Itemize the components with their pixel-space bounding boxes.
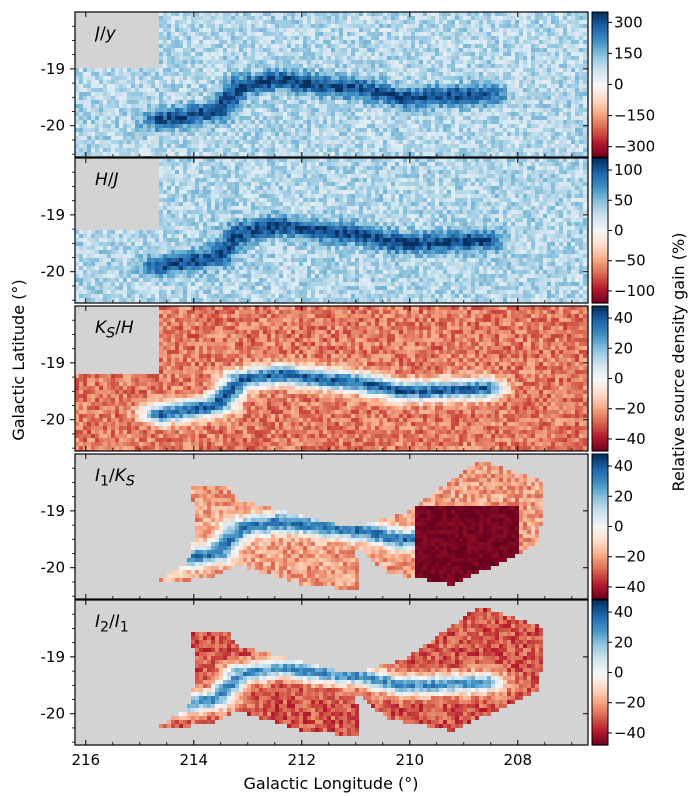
colorbar-tick-label: −150 [614, 107, 655, 125]
colorbar-tick-label: 20 [614, 339, 633, 357]
colorbar-tick-label: 20 [614, 487, 633, 505]
y-tick-label: -19 [41, 648, 66, 666]
colorbar-5: 40 20 0 −20 −40 [591, 599, 646, 746]
colorbar-4: 40 20 0 −20 −40 [591, 453, 646, 600]
y-tick-label: -19 [41, 60, 66, 78]
panel-label: J/y [95, 24, 116, 44]
y-tick-label: -19 [41, 206, 66, 224]
y-tick-label: -20 [41, 263, 66, 281]
colorbar-label: Relative source density gain (%) [669, 233, 688, 492]
colorbar-3: 40 20 0 −20 −40 [591, 305, 646, 452]
y-tick-label: -20 [41, 117, 66, 135]
panel-label: KS/H [95, 318, 134, 342]
panel-3: -19 -20 KS/H 40 20 0 −20 −40 [41, 305, 646, 452]
x-tick-label: 210 [395, 751, 424, 769]
y-tick-label: -19 [41, 354, 66, 372]
colorbar-tick-label: 0 [614, 222, 624, 240]
colorbar-2: 100 50 0 −50 −100 [591, 157, 655, 304]
colorbar-tick-label: −40 [614, 430, 646, 448]
colorbar-tick-label: −40 [614, 724, 646, 742]
colorbar-tick-label: 40 [614, 309, 633, 327]
panel-2: -19 -20 H/J 100 50 0 −50 −100 [41, 157, 655, 304]
colorbar-tick-label: 150 [614, 44, 643, 62]
colorbar-tick-label: 50 [614, 191, 633, 209]
panel-frame [74, 157, 589, 304]
panel-frame [74, 599, 589, 746]
colorbar-tick-label: 300 [614, 13, 643, 31]
x-axis-label: Galactic Longitude (°) [244, 774, 419, 793]
y-tick-label: -20 [41, 411, 66, 429]
colorbar-tick-label: −40 [614, 578, 646, 596]
panel-frame [74, 453, 589, 600]
heatmap-image [75, 12, 588, 157]
x-tick-label: 214 [179, 751, 208, 769]
colorbar-tick-label: 40 [614, 457, 633, 475]
colorbar-tick-label: 100 [614, 161, 643, 179]
colorbar-tick-label: −50 [614, 252, 646, 270]
y-tick-label: -20 [41, 559, 66, 577]
y-axis-label: Galactic Latitude (°) [9, 279, 28, 440]
heatmap-image [159, 608, 543, 736]
y-tick-label: -19 [41, 502, 66, 520]
colorbar-tick-label: 0 [614, 518, 624, 536]
colorbar-1: 300 150 0 −150 −300 [591, 11, 655, 158]
colorbar-tick-label: −20 [614, 400, 646, 418]
heatmap-image [75, 306, 588, 451]
heatmap-image [159, 462, 543, 590]
panel-label: I1/KS [95, 466, 135, 490]
panel-5: -19 -20 I2/I1 40 20 0 −20 −40 [41, 599, 646, 746]
panel-1: -19 -20 J/y 300 150 0 −150 −300 [41, 11, 655, 158]
panel-frame [74, 305, 589, 452]
x-tick-label: 212 [287, 751, 316, 769]
heatmap-image [75, 158, 588, 303]
colorbar-tick-label: −20 [614, 694, 646, 712]
colorbar-tick-label: −20 [614, 548, 646, 566]
x-tick-label: 216 [71, 751, 100, 769]
panel-label: H/J [95, 170, 119, 190]
colorbar-tick-label: 20 [614, 633, 633, 651]
y-tick-label: -20 [41, 705, 66, 723]
colorbar-tick-label: 0 [614, 76, 624, 94]
colorbar-tick-label: −300 [614, 138, 655, 156]
colorbar-tick-label: −100 [614, 282, 655, 300]
panel-4: -19 -20 I1/KS 40 20 0 −20 −40 [41, 453, 646, 600]
x-tick-labels: 216 214 212 210 208 [71, 751, 532, 769]
colorbar-tick-label: 0 [614, 664, 624, 682]
panels: -19 -20 J/y 300 150 0 −150 −300 -19 -20 H/J 100 50 0 −… [41, 11, 655, 769]
colorbar-tick-label: 0 [614, 370, 624, 388]
x-tick-label: 208 [503, 751, 532, 769]
panel-frame [74, 11, 589, 158]
colorbar-tick-label: 40 [614, 603, 633, 621]
panel-label: I2/I1 [95, 612, 129, 636]
